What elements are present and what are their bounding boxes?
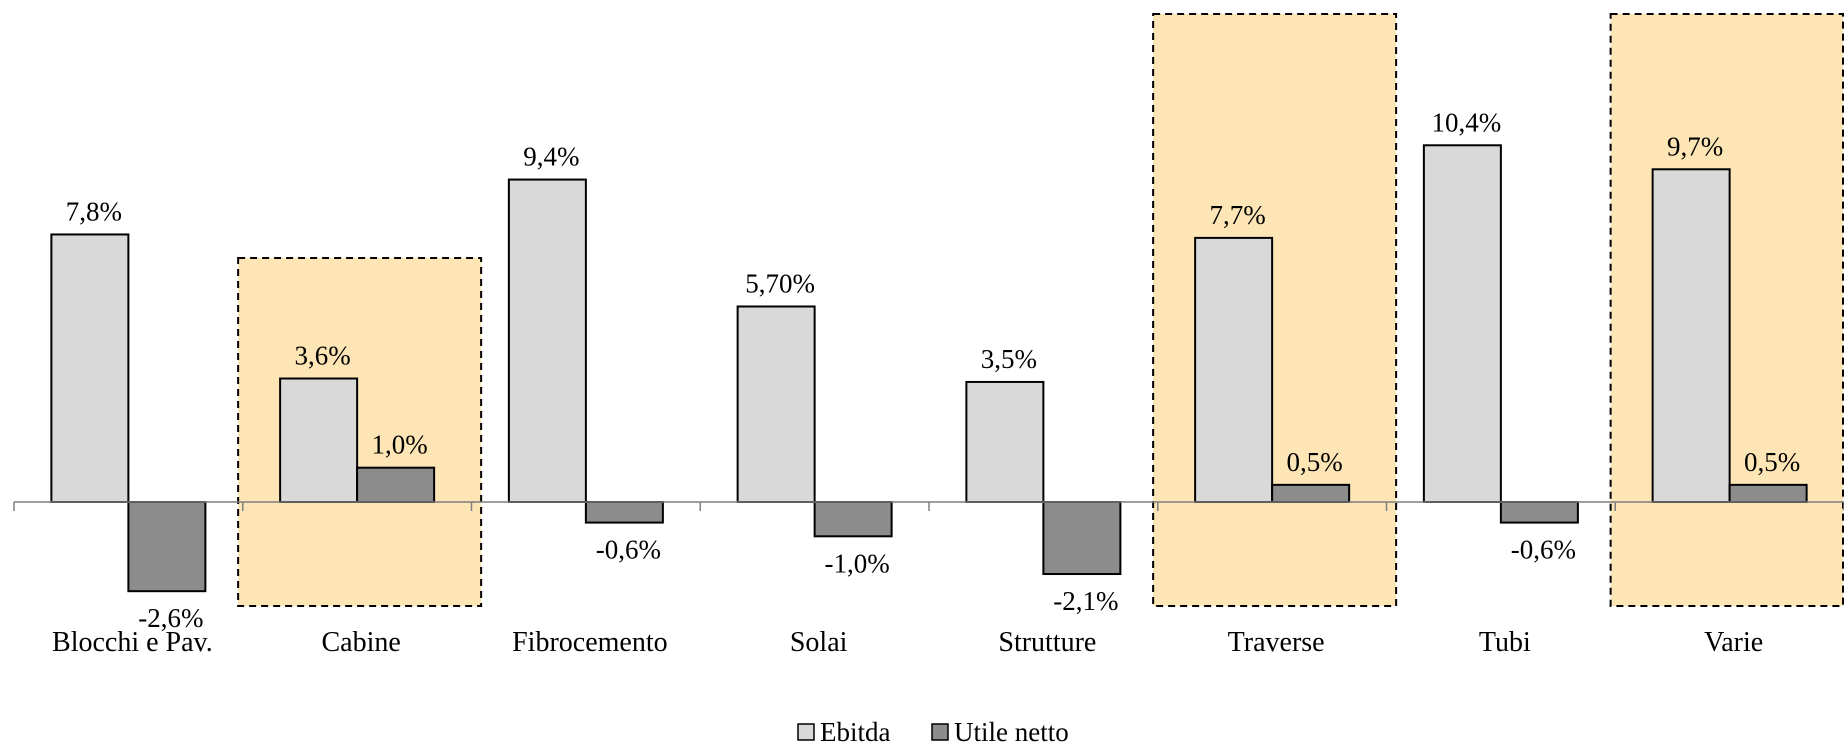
category-labels: Blocchi e Pav. Cabine Fibrocemento Solai Str… [52,627,1763,658]
highlight-boxes [237,13,1844,607]
data-label-utile-netto-strutture: -2,1% [1053,586,1118,616]
category-label-cabine: Cabine [321,627,400,658]
bar-ebitda-traverse [1194,236,1274,503]
bar-ebitda-blocchi-e-pav [50,233,130,504]
highlight-box-traverse [1152,13,1398,607]
bar-utile-netto-blocchi-e-pav [127,501,207,593]
data-label-utile-netto-varie: 0,5% [1744,447,1800,477]
category-label-varie: Varie [1704,627,1763,658]
legend-label-utile-netto: Utile netto [954,717,1069,747]
category-label-solai: Solai [790,627,848,658]
data-label-ebitda-varie: 9,7% [1667,131,1723,161]
bar-utile-netto-tubi [1499,501,1579,524]
data-label-utile-netto-traverse: 0,5% [1287,447,1343,477]
bar-ebitda-varie [1651,168,1731,503]
data-label-utile-netto-solai: -1,0% [825,548,890,578]
bar-ebitda-strutture [965,380,1045,504]
bar-ebitda-cabine [279,377,359,503]
data-label-utile-netto-tubi: -0,6% [1511,535,1576,565]
category-label-blocchi-e-pav: Blocchi e Pav. [52,627,213,658]
data-label-utile-netto-cabine: 1,0% [372,430,428,460]
bar-utile-netto-varie [1728,483,1808,504]
legend-swatch-ebitda [797,723,815,741]
data-labels: 7,8% -2,6% 3,6% 1,0% 9,4% -0,6% 5,70% -1,0% 3,5%… [66,107,1801,633]
data-label-ebitda-solai: 5,70% [745,268,815,298]
bar-ebitda-fibrocemento [507,178,587,504]
bar-utile-netto-fibrocemento [584,501,664,524]
data-label-utile-netto-fibrocemento: -0,6% [596,535,661,565]
data-label-ebitda-fibrocemento: 9,4% [523,142,579,172]
category-label-strutture: Strutture [998,627,1096,658]
bar-marks [50,144,1808,593]
x-axis [13,501,1844,511]
legend-label-ebitda: Ebitda [820,717,890,747]
data-label-ebitda-tubi: 10,4% [1432,107,1502,137]
data-label-ebitda-cabine: 3,6% [295,341,351,371]
bar-utile-netto-solai [813,501,893,538]
bar-ebitda-tubi [1422,144,1502,503]
data-label-ebitda-blocchi-e-pav: 7,8% [66,196,122,226]
legend: Ebitda Utile netto [797,717,1069,747]
data-label-utile-netto-blocchi-e-pav: -2,6% [138,603,203,633]
bar-utile-netto-cabine [356,466,436,504]
bar-ebitda-solai [736,305,816,503]
data-label-ebitda-traverse: 7,7% [1210,200,1266,230]
legend-swatch-utile-netto [931,723,949,741]
bar-utile-netto-strutture [1042,501,1122,576]
category-label-fibrocemento: Fibrocemento [512,627,668,658]
category-label-traverse: Traverse [1228,627,1325,658]
bar-utile-netto-traverse [1271,483,1351,504]
highlight-box-cabine [237,257,483,607]
category-label-tubi: Tubi [1479,627,1531,658]
data-label-ebitda-strutture: 3,5% [981,344,1037,374]
